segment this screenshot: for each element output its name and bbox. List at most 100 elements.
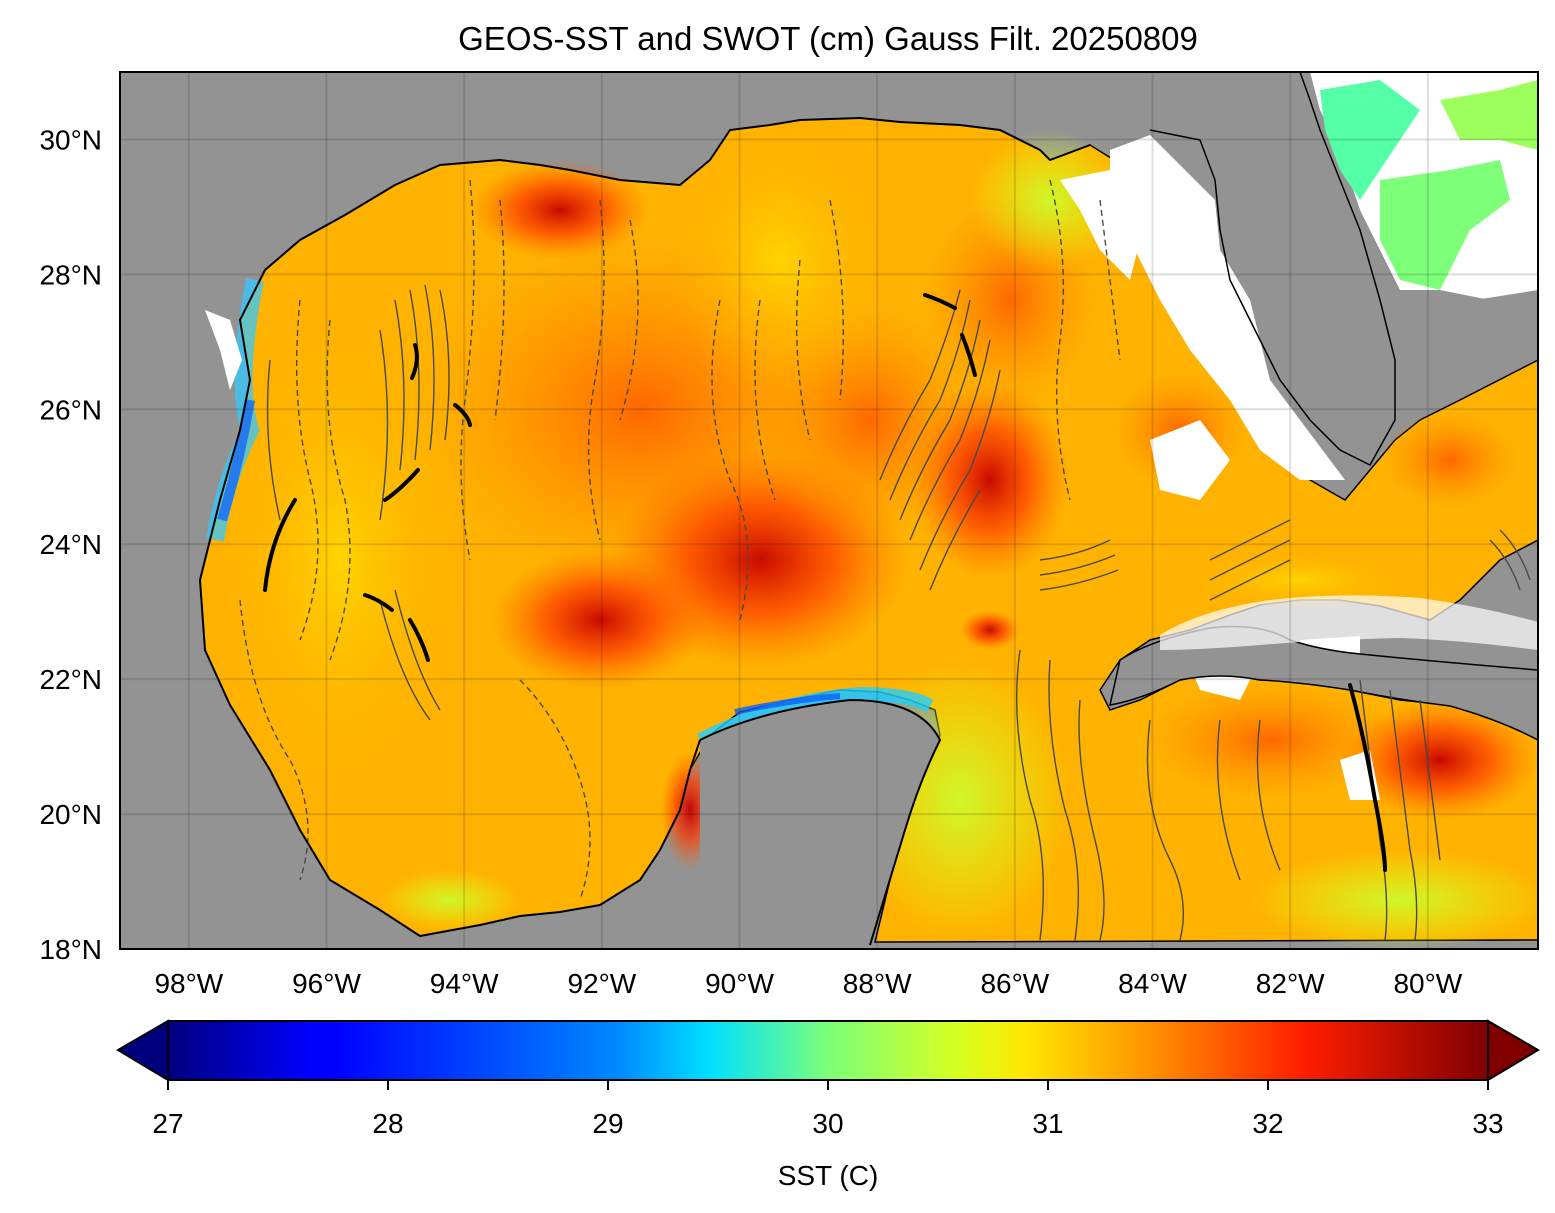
- swot-contour-line: [1359, 679, 1388, 941]
- swot-contour-line: [619, 219, 639, 421]
- colorbar-gradient: [167, 1020, 1489, 1081]
- swot-contour-line: [394, 299, 405, 471]
- swot-contour-line: [829, 199, 845, 401]
- swot-contour-line: [1039, 554, 1116, 576]
- no-data-region: [205, 310, 242, 390]
- swot-contour-line: [394, 589, 441, 711]
- swot-contour-line: [1015, 649, 1045, 941]
- longitude-tick-label: 94°W: [430, 968, 499, 999]
- bahamas-land: [1470, 290, 1538, 370]
- sst-hot-core: [490, 550, 710, 690]
- sst-cold-coastal-strip: [696, 686, 934, 747]
- longitude-tick-label: 86°W: [980, 968, 1049, 999]
- longitude-tick-label: 92°W: [567, 968, 636, 999]
- sst-cold-coastal-strip: [734, 693, 841, 715]
- swot-contour-line: [1039, 539, 1111, 561]
- swot-zero-contour: [408, 618, 430, 662]
- swot-contour-line: [1078, 699, 1105, 941]
- atlantic-sst-patch: [1440, 80, 1538, 150]
- no-data-region: [1110, 135, 1345, 480]
- swot-zero-contour: [383, 468, 420, 502]
- swot-zero-contour: [410, 343, 419, 380]
- swot-contour-line: [266, 359, 281, 521]
- sst-hot-core: [470, 160, 650, 260]
- swot-contour-line: [1039, 569, 1119, 591]
- swot-zero-contour: [363, 593, 394, 612]
- swot-contours: [239, 179, 1531, 941]
- sst-cool-zone: [1250, 850, 1538, 949]
- swot-contour-line: [439, 289, 450, 441]
- sst-cool-zone: [670, 120, 890, 400]
- no-data-region: [1160, 595, 1538, 650]
- colorbar-tick-label: 31: [1032, 1108, 1063, 1139]
- no-data-region: [1060, 170, 1140, 280]
- swot-zero-contour: [960, 333, 977, 377]
- swot-contour-line: [1049, 179, 1071, 501]
- swot-zero-contour: [453, 403, 472, 427]
- swot-contour-line: [519, 679, 591, 901]
- map-panel: [120, 72, 1538, 949]
- longitude-tick-label: 96°W: [292, 968, 361, 999]
- sst-cool-zone: [380, 870, 520, 930]
- longitude-tick-label: 88°W: [843, 968, 912, 999]
- swot-contour-line: [1419, 699, 1441, 861]
- no-data-region: [1150, 420, 1230, 500]
- latitude-tick-label: 28°N: [39, 259, 102, 290]
- swot-contour-line: [929, 489, 981, 591]
- swot-contour-line: [494, 199, 505, 421]
- longitude-tick-label: 90°W: [705, 968, 774, 999]
- swot-contour-line: [1209, 539, 1291, 581]
- swot-contour-line: [326, 319, 351, 661]
- swot-zero-contour: [263, 498, 297, 592]
- swot-contour-line: [239, 599, 309, 881]
- swot-contour-line: [460, 179, 475, 561]
- latitude-tick-label: 20°N: [39, 799, 102, 830]
- swot-contour-line: [899, 319, 981, 521]
- sst-cold-coastal-strip: [217, 399, 255, 522]
- colorbar-tick-label: 29: [592, 1108, 623, 1139]
- latitude-tick-label: 30°N: [39, 124, 102, 155]
- sst-warm-patch: [1380, 410, 1520, 510]
- sst-hot-core: [960, 610, 1020, 650]
- latitude-tick-label: 24°N: [39, 529, 102, 560]
- swot-zero-contours: [263, 293, 1387, 872]
- atlantic-sst-patch: [1380, 160, 1510, 290]
- swot-contour-line: [919, 369, 1001, 571]
- colorbar-extend-high: [1487, 1019, 1540, 1082]
- swot-contour-line: [889, 299, 971, 501]
- longitude-tick-label: 82°W: [1256, 968, 1325, 999]
- colorbar-label: SST (C): [778, 1160, 879, 1191]
- sst-cool-zone: [210, 310, 470, 810]
- longitude-tick-label: 80°W: [1393, 968, 1462, 999]
- colorbar-extend-low: [116, 1019, 169, 1082]
- chart-title: GEOS-SST and SWOT (cm) Gauss Filt. 20250…: [458, 20, 1198, 57]
- map-frame: [119, 71, 1539, 950]
- latitude-tick-label: 22°N: [39, 664, 102, 695]
- swot-contour-line: [409, 289, 420, 461]
- latitude-axis: 30°N 28°N 26°N 24°N 22°N 20°N 18°N: [39, 124, 102, 965]
- swot-contour-line: [379, 329, 389, 521]
- swot-contour-line: [909, 339, 991, 541]
- atlantic-sst-patch: [1320, 80, 1420, 200]
- swot-contour-line: [1048, 659, 1080, 941]
- swot-contour-line: [1216, 719, 1241, 881]
- swot-contour-line: [1099, 199, 1121, 361]
- swot-contour-line: [879, 289, 961, 481]
- longitude-axis: 98°W 96°W 94°W 92°W 90°W 88°W 86°W 84°W 82°W 80°W: [154, 968, 1462, 999]
- latitude-tick-label: 18°N: [39, 934, 102, 965]
- swot-contour-line: [1489, 539, 1521, 591]
- colorbar: 27 28 29 30 31 32 33 SST (C): [116, 1019, 1540, 1191]
- colorbar-tick-label: 28: [372, 1108, 403, 1139]
- colorbar-tick-label: 27: [152, 1108, 183, 1139]
- gridlines: [120, 72, 1538, 949]
- mexico-coastline: [419, 739, 701, 937]
- swot-contour-line: [1389, 689, 1418, 941]
- gulf-coastline: [198, 116, 1091, 937]
- latitude-tick-label: 26°N: [39, 394, 102, 425]
- colorbar-tick-label: 32: [1252, 1108, 1283, 1139]
- florida-land: [1090, 72, 1538, 470]
- florida-coastline: [1149, 72, 1396, 466]
- swot-contour-line: [1146, 719, 1184, 941]
- sst-warm-patch: [1140, 680, 1400, 800]
